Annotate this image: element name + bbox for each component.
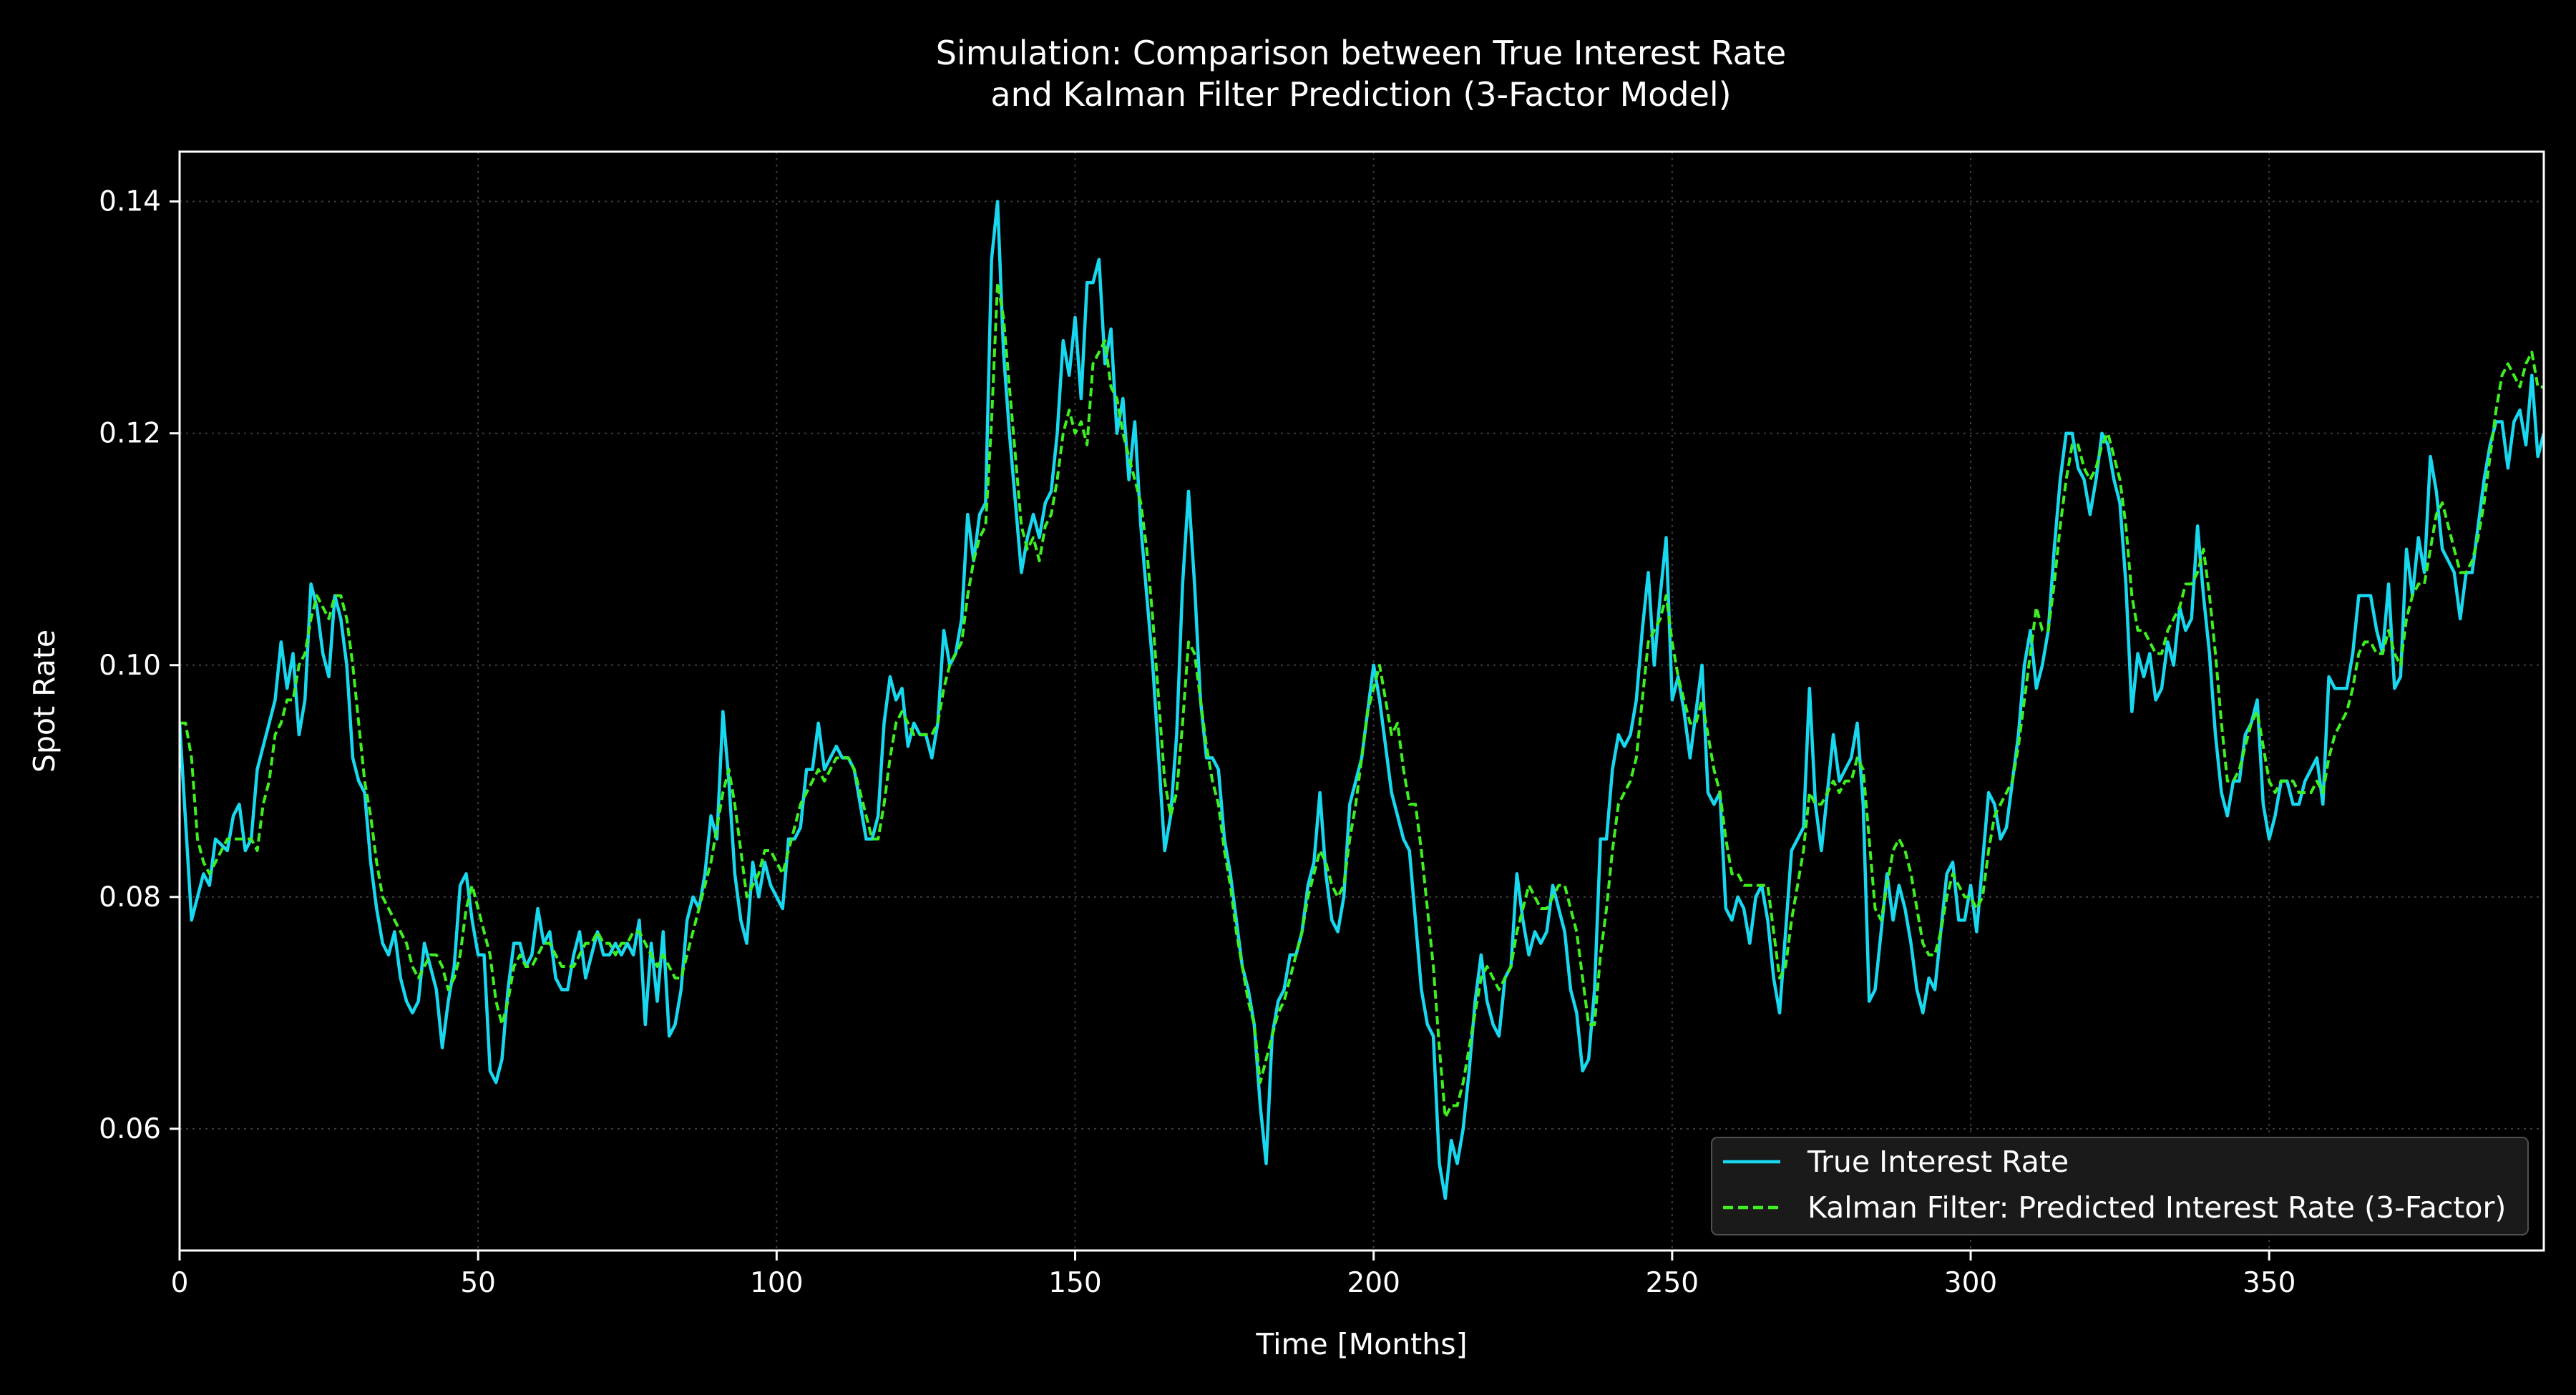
legend-label-true-rate: True Interest Rate	[1807, 1145, 2069, 1179]
x-tick-label: 150	[1048, 1267, 1101, 1299]
y-tick-label: 0.12	[99, 418, 161, 450]
grid-lines	[179, 152, 2544, 1250]
legend: True Interest Rate Kalman Filter: Predic…	[1711, 1137, 2529, 1235]
x-axis-ticks: 0 50 100 150 200 250 300 350	[171, 1250, 2296, 1299]
chart-title-line-2: and Kalman Filter Prediction (3-Factor M…	[990, 75, 1731, 114]
x-tick-label: 50	[460, 1267, 496, 1299]
x-axis-label: Time [Months]	[1255, 1327, 1467, 1361]
x-tick-label: 300	[1944, 1267, 1997, 1299]
plot-series	[180, 200, 2544, 1200]
y-tick-label: 0.08	[99, 881, 161, 914]
y-tick-label: 0.06	[99, 1113, 161, 1145]
legend-label-kalman-prediction: Kalman Filter: Predicted Interest Rate (…	[1807, 1190, 2506, 1225]
kalman-prediction-line	[180, 281, 2544, 1119]
y-tick-label: 0.10	[99, 650, 161, 682]
x-tick-label: 200	[1347, 1267, 1400, 1299]
legend-box	[1711, 1137, 2529, 1235]
x-tick-label: 100	[750, 1267, 803, 1299]
y-axis-label: Spot Rate	[27, 630, 62, 773]
y-tick-label: 0.14	[99, 186, 161, 218]
x-tick-label: 250	[1646, 1267, 1699, 1299]
x-tick-label: 350	[2243, 1267, 2296, 1299]
y-axis-ticks: 0.06 0.08 0.10 0.12 0.14	[99, 186, 180, 1145]
chart-title-line-1: Simulation: Comparison between True Inte…	[936, 34, 1786, 72]
x-tick-label: 0	[171, 1267, 189, 1299]
plot-frame	[178, 150, 2545, 1252]
true-interest-rate-line	[180, 200, 2544, 1200]
